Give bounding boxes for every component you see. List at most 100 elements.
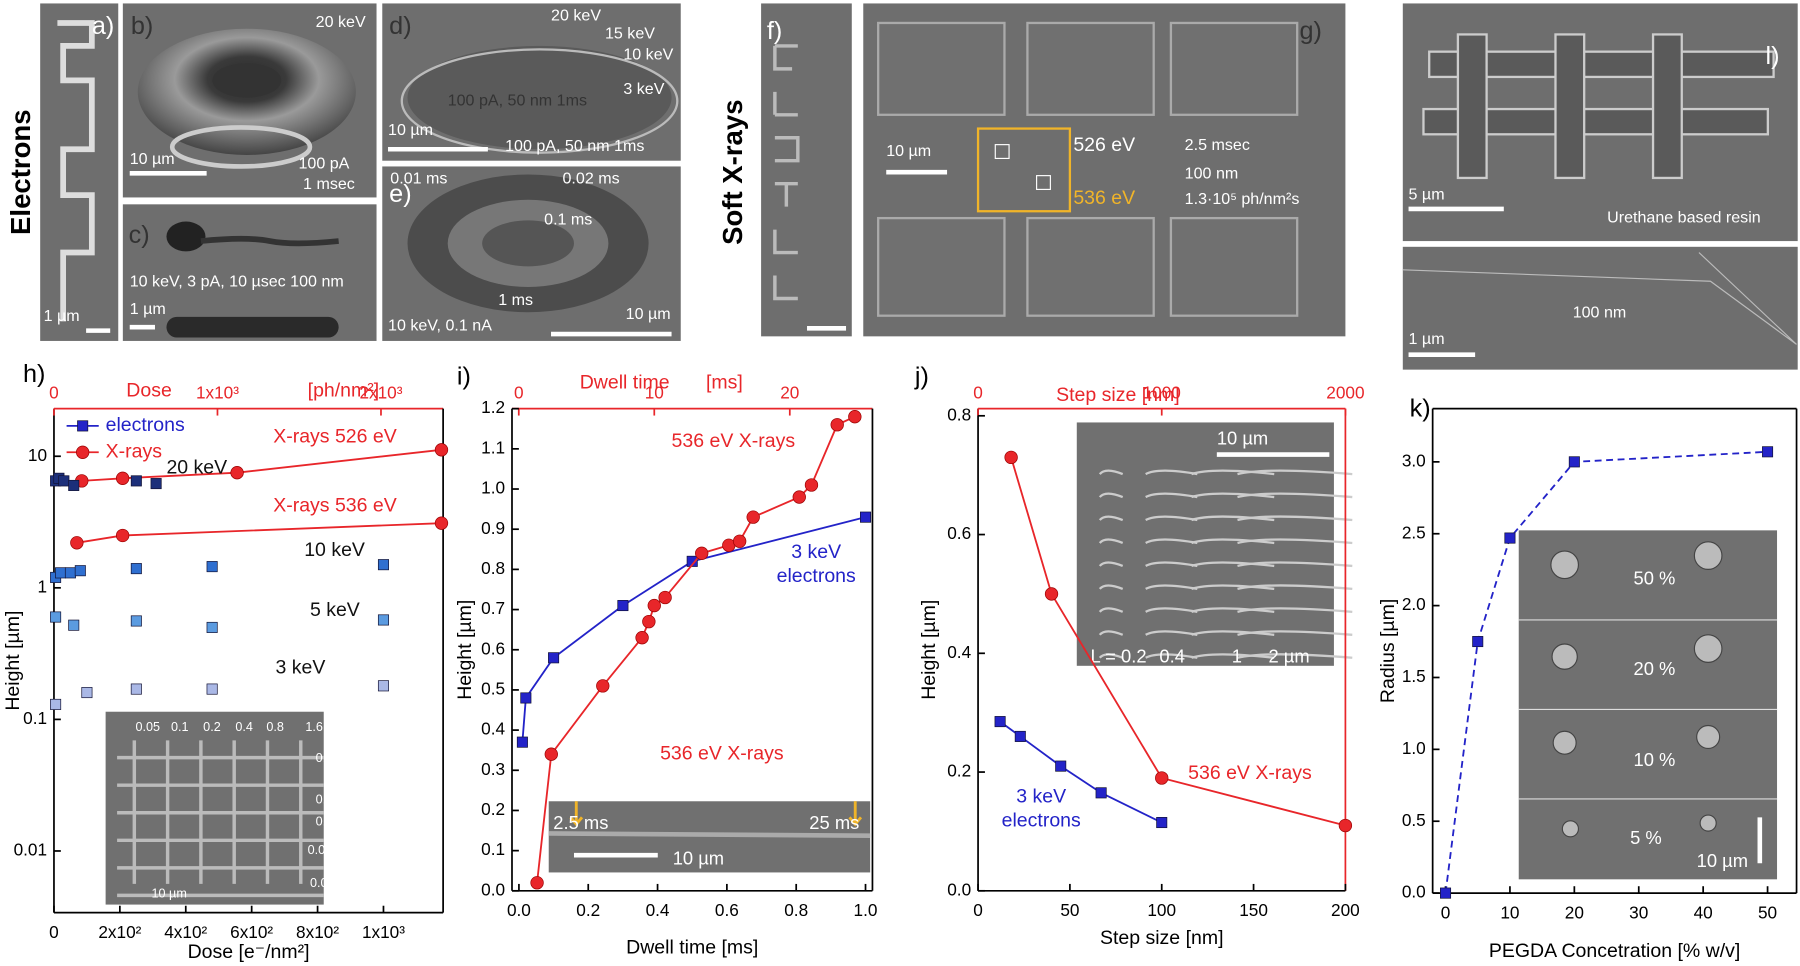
sem-feature	[1145, 492, 1198, 499]
series-label: 20 keV	[166, 457, 227, 479]
inset-label: 10 µm	[1217, 428, 1268, 449]
sem-feature	[1696, 724, 1721, 750]
y-tick-label: 0.7	[481, 598, 505, 618]
point	[596, 679, 610, 693]
point	[1155, 771, 1169, 785]
sem-feature	[877, 21, 1299, 317]
point	[860, 511, 872, 523]
y-axis-label: Radius [µm]	[1377, 599, 1399, 703]
y-tick-label: 0.0	[947, 879, 971, 899]
x-tick-label: 8x10²	[296, 922, 339, 942]
sem-feature	[1191, 630, 1275, 636]
sem-feature	[1191, 538, 1275, 545]
inset-label: 0.2	[203, 720, 221, 734]
sem-feature	[1098, 469, 1124, 476]
image-annotation: Urethane based resin	[1607, 208, 1761, 226]
arrow	[848, 801, 863, 827]
image-annotation: 5 µm	[1409, 185, 1445, 203]
image-annotation: 0.02 ms	[563, 169, 620, 187]
inset-label: L = 0.2	[1091, 646, 1147, 667]
sem-feature	[1191, 492, 1275, 499]
y-tick-label: 1.1	[481, 437, 505, 457]
sem-feature	[1237, 492, 1353, 499]
point	[206, 621, 218, 633]
image-annotation: 10 µm	[886, 142, 931, 160]
x2-tick-label: 0	[514, 382, 524, 402]
inset-label: 2 µm	[1268, 646, 1309, 667]
image-annotation: 10 µm	[130, 150, 175, 168]
panel-label: i)	[457, 362, 471, 390]
x2-axis-unit: [ph/nm²]	[308, 380, 380, 402]
point	[994, 716, 1006, 728]
point	[50, 611, 62, 623]
panel-label: k)	[1410, 394, 1431, 422]
sem-feature	[1693, 634, 1723, 663]
sem-feature	[200, 235, 339, 247]
sem-feature	[1699, 814, 1717, 832]
sem-feature	[400, 48, 679, 154]
y-tick-label: 1	[37, 576, 47, 596]
y-tick-label: 1.2	[481, 397, 505, 417]
x-tick-label: 0.4	[646, 900, 670, 920]
sem-feature	[169, 125, 313, 169]
image-annotation: 20 keV	[551, 6, 601, 24]
point	[1504, 532, 1516, 544]
x-tick-label: 0.6	[715, 900, 739, 920]
point	[1014, 730, 1026, 742]
series-label: 10 keV	[304, 539, 365, 561]
x2-tick-label: 10	[645, 382, 664, 402]
x2-tick-label: 2000	[1326, 382, 1364, 402]
y-axis-label: Height [µm]	[918, 600, 940, 700]
sem-feature	[1191, 469, 1275, 476]
sem-feature	[976, 127, 1072, 213]
sem-feature	[1191, 607, 1275, 613]
x2-tick-label: 0	[973, 382, 983, 402]
sem-feature	[166, 221, 206, 252]
image-annotation: 10 keV, 3 pA, 10 µsec 100 nm	[130, 273, 344, 291]
sem-feature	[773, 44, 800, 301]
legend-marker	[77, 420, 89, 432]
x2-tick-label: 1000	[1143, 382, 1181, 402]
image-annotation: 1 µm	[44, 307, 80, 325]
panel-label: h)	[23, 360, 45, 388]
series-line	[521, 516, 866, 743]
sem-feature	[1145, 515, 1198, 522]
x2-axis-label: Dwell time	[580, 372, 670, 394]
point	[686, 555, 698, 567]
inset-label: 0.05	[135, 720, 160, 734]
image-annotation: 100 pA, 50 nm 1ms	[448, 91, 587, 109]
inset-label: 20 %	[1634, 658, 1676, 679]
point	[804, 478, 819, 492]
sem-image	[40, 3, 119, 341]
sem-feature	[1145, 584, 1198, 591]
point	[658, 590, 672, 605]
x2-axis-unit: [ms]	[706, 372, 743, 394]
y-axis-label: Height [µm]	[2, 611, 24, 711]
point	[1762, 446, 1774, 458]
point	[1044, 587, 1059, 601]
point	[377, 614, 389, 626]
sem-feature	[1693, 541, 1723, 570]
sem-feature	[1422, 33, 1775, 180]
image-annotation: 1 ms	[498, 291, 533, 309]
point	[130, 475, 142, 487]
y-tick-label: 0.1	[481, 839, 505, 859]
sem-feature	[1191, 515, 1275, 522]
sem-feature	[1098, 607, 1124, 613]
point	[150, 478, 162, 490]
sem-feature	[1145, 607, 1198, 613]
point	[695, 546, 709, 560]
row-title: Soft X-rays	[717, 99, 748, 244]
y-tick-label: 0.6	[481, 638, 505, 658]
point	[642, 614, 656, 629]
image-annotation: 100 pA, 50 nm 1ms	[505, 137, 644, 155]
y-tick-label: 2.5	[1402, 522, 1426, 542]
y-tick-label: 0.0	[481, 879, 505, 899]
point	[130, 683, 142, 695]
y-tick-label: 0.01	[14, 840, 47, 860]
x-tick-label: 0	[1441, 902, 1451, 922]
point	[516, 736, 528, 748]
point	[1440, 887, 1452, 899]
x-tick-label: 0.8	[784, 900, 808, 920]
